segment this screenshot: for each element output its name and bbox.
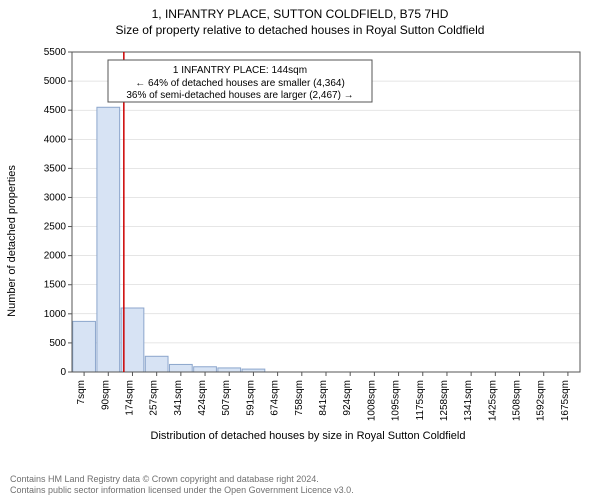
- x-tick-label: 7sqm: [76, 380, 87, 404]
- y-tick-label: 1500: [44, 280, 67, 291]
- x-tick-label: 1175sqm: [415, 380, 426, 420]
- x-tick-label: 90sqm: [100, 380, 111, 410]
- x-tick-label: 841sqm: [318, 380, 329, 416]
- x-tick-label: 591sqm: [245, 380, 256, 416]
- y-axis-label: Number of detached properties: [6, 165, 18, 317]
- annotation-line-1: 1 INFANTRY PLACE: 144sqm: [173, 65, 307, 76]
- x-tick-label: 1008sqm: [366, 380, 377, 421]
- x-tick-label: 1258sqm: [439, 380, 450, 421]
- chart-area: Number of detached properties 0500100015…: [28, 44, 588, 438]
- x-tick-label: 758sqm: [294, 380, 305, 416]
- annotation-line-3: 36% of semi-detached houses are larger (…: [126, 90, 353, 101]
- chart-title-sub: Size of property relative to detached ho…: [0, 22, 600, 38]
- annotation-line-2: ← 64% of detached houses are smaller (4,…: [135, 78, 345, 89]
- chart-title-block: 1, INFANTRY PLACE, SUTTON COLDFIELD, B75…: [0, 0, 600, 38]
- x-axis-title: Distribution of detached houses by size …: [28, 430, 588, 442]
- histogram-svg: 0 500 1000 1500 2000 2500 3000 3500 4000 4500 5000…: [28, 44, 588, 438]
- histogram-bar: [73, 321, 96, 372]
- chart-title-main: 1, INFANTRY PLACE, SUTTON COLDFIELD, B75…: [0, 6, 600, 22]
- y-tick-label: 5000: [44, 76, 67, 87]
- y-tick-label: 4500: [44, 105, 67, 116]
- x-tick-label: 674sqm: [270, 380, 281, 416]
- x-tick-label: 1425sqm: [487, 380, 498, 421]
- x-tick-label: 1095sqm: [391, 380, 402, 421]
- x-tick-label: 924sqm: [342, 380, 353, 416]
- footer-line-2: Contains public sector information licen…: [10, 485, 354, 496]
- x-tick-label: 174sqm: [124, 380, 135, 416]
- x-tick-label: 1675sqm: [560, 380, 571, 421]
- y-tick-label: 3000: [44, 192, 67, 203]
- x-tick-label: 1341sqm: [463, 380, 474, 421]
- footer-line-1: Contains HM Land Registry data © Crown c…: [10, 474, 354, 485]
- y-tick-label: 5500: [44, 47, 67, 58]
- x-tick-label: 1592sqm: [536, 380, 547, 421]
- histogram-bar: [169, 364, 192, 372]
- x-tick-label: 1508sqm: [512, 380, 523, 421]
- y-tick-label: 500: [49, 338, 66, 349]
- y-tick-label: 0: [60, 367, 66, 378]
- histogram-bar: [145, 356, 168, 372]
- y-tick-label: 1000: [44, 309, 67, 320]
- y-tick-label: 4000: [44, 134, 67, 145]
- x-tick-label: 507sqm: [221, 380, 232, 416]
- histogram-bar: [194, 367, 217, 372]
- histogram-bar: [218, 368, 241, 372]
- x-tick-label: 424sqm: [197, 380, 208, 416]
- x-tick-label: 257sqm: [149, 380, 160, 416]
- histogram-bar: [97, 107, 120, 372]
- y-tick-label: 3500: [44, 163, 67, 174]
- x-tick-label: 341sqm: [173, 380, 184, 416]
- y-tick-label: 2000: [44, 251, 67, 262]
- y-tick-label: 2500: [44, 222, 67, 233]
- footer-attribution: Contains HM Land Registry data © Crown c…: [10, 474, 354, 497]
